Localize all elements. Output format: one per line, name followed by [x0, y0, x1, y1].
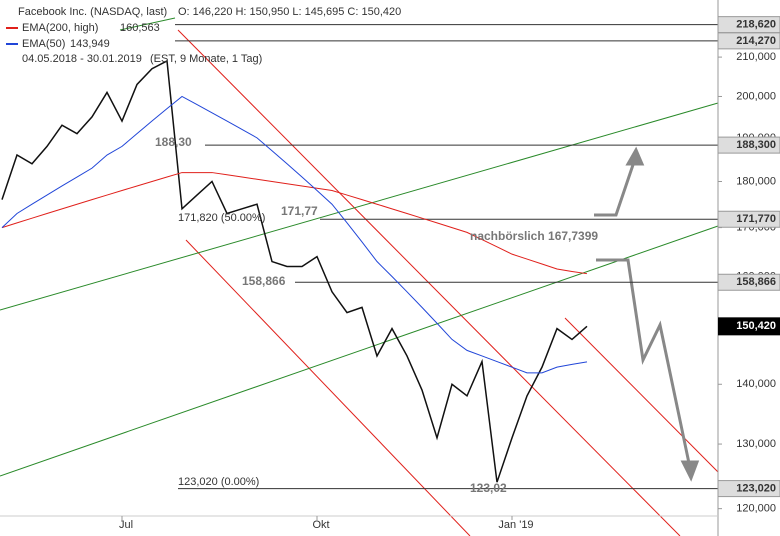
x-tick-label: Okt: [312, 519, 329, 531]
legend-label: EMA(200, high): [22, 22, 98, 34]
level-box: [717, 136, 780, 154]
annotation: 123,02: [470, 481, 507, 495]
annotation: 158,866: [242, 274, 286, 288]
level-box: [717, 32, 780, 50]
series-line: [1, 172, 588, 275]
annotation: 188,30: [155, 135, 192, 149]
quote: O: 146,220 H: 150,950 L: 145,695 C: 150,…: [178, 6, 401, 18]
annotation: 171,77: [281, 204, 318, 218]
y-tick-label: 180,000: [736, 175, 776, 187]
legend-label: EMA(50): [22, 38, 65, 50]
period: 04.05.2018 - 30.01.2019: [22, 53, 142, 65]
y-tick-label: 120,000: [736, 503, 776, 515]
annotation: 171,820 (50.00%): [178, 212, 265, 224]
title: Facebook Inc. (NASDAQ, last): [18, 6, 167, 18]
y-tick-label: 210,000: [736, 51, 776, 63]
series-line: [1, 59, 588, 483]
last-label: 150,420: [736, 320, 776, 332]
plot: [1, 24, 718, 490]
level-box: [717, 273, 780, 291]
y-tick-label: 140,000: [736, 378, 776, 390]
level-box: [717, 210, 780, 228]
trend-lines: [0, 17, 719, 536]
level-label: 214,270: [736, 35, 776, 47]
level-label: 218,620: [736, 19, 776, 31]
series-line: [1, 95, 588, 374]
annotation: 123,020 (0.00%): [178, 476, 259, 488]
x-tick-label: Jul: [119, 519, 133, 531]
header: Facebook Inc. (NASDAQ, last) O: 146,220 …: [18, 6, 401, 65]
level-label: 171,770: [736, 213, 776, 225]
last-box: [718, 317, 780, 336]
axis-bg: [718, 0, 780, 536]
legend-value: 160,563: [120, 22, 160, 34]
period-note: (EST, 9 Monate, 1 Tag): [150, 53, 262, 65]
arrows: [594, 146, 700, 482]
level-box: [717, 480, 780, 498]
level-label: 123,020: [736, 482, 776, 494]
level-label: 188,300: [736, 139, 776, 151]
y-tick-label: 130,000: [736, 438, 776, 450]
x-tick-label: Jan '19: [498, 519, 533, 531]
legend-value: 143,949: [70, 38, 110, 50]
annotation: nachbörslich 167,7399: [470, 229, 598, 243]
level-label: 158,866: [736, 276, 776, 288]
y-tick-label: 200,000: [736, 90, 776, 102]
